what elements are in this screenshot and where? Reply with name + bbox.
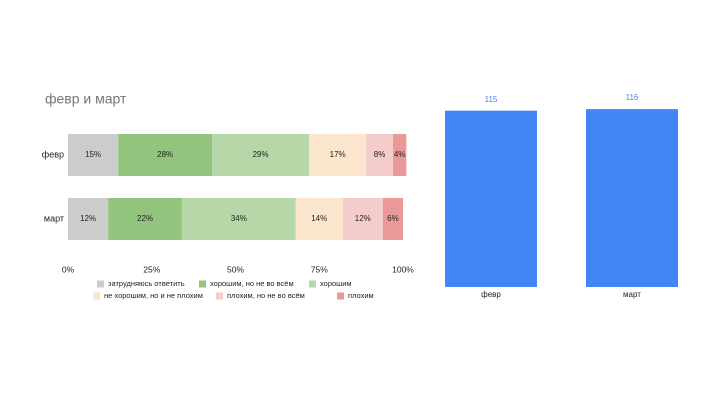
y-tick-label: февр [42,149,64,159]
data-label: 34% [231,214,247,223]
x-tick-label: 100% [392,264,414,274]
bar-segment [309,134,367,176]
bar-segment [181,198,296,240]
x-tick-label: 0% [62,264,75,274]
data-label: 4% [394,150,406,159]
bar-segment [295,198,343,240]
legend-label: хорошим [320,279,352,288]
y-tick-label: март [44,213,64,223]
bar-segment [68,134,119,176]
legend-label: плохим [348,291,374,300]
bar-segment [118,134,213,176]
legend-label: плохим, но не во всём [227,291,305,300]
bar-segment [392,134,407,176]
bar [445,110,537,288]
bar [586,109,678,287]
data-label: 15% [85,150,101,159]
legend-swatch [337,292,344,300]
data-label: 29% [253,150,269,159]
data-label: 22% [137,214,153,223]
x-tick-label: 25% [143,264,160,274]
bar-segment [108,198,182,240]
bar-segment [342,198,383,240]
x-tick-label: 50% [227,264,244,274]
data-label: 8% [374,150,386,159]
chart-title: февр и март [45,91,127,107]
legend-swatch [216,292,223,300]
legend-label: затрудняюсь ответить [108,279,185,288]
data-label: 14% [311,214,327,223]
bar-segment [68,198,109,240]
legend-swatch [309,280,316,288]
legend-label: не хорошим, но и не плохим [104,291,203,300]
data-label: 17% [330,150,346,159]
legend-swatch [93,292,100,300]
x-tick-label: февр [481,290,501,299]
data-label: 6% [387,214,399,223]
legend-swatch [97,280,104,288]
legend-label: хорошим, но не во всём [210,279,294,288]
data-label: 115 [485,95,498,104]
data-label: 12% [80,214,96,223]
data-label: 12% [355,214,371,223]
bar-segment [366,134,393,176]
x-tick-label: март [623,290,641,299]
bar-segment [212,134,310,176]
bar-segment [382,198,403,240]
data-label: 116 [626,93,639,102]
data-label: 28% [157,150,173,159]
legend-swatch [199,280,206,288]
x-tick-label: 75% [311,264,328,274]
